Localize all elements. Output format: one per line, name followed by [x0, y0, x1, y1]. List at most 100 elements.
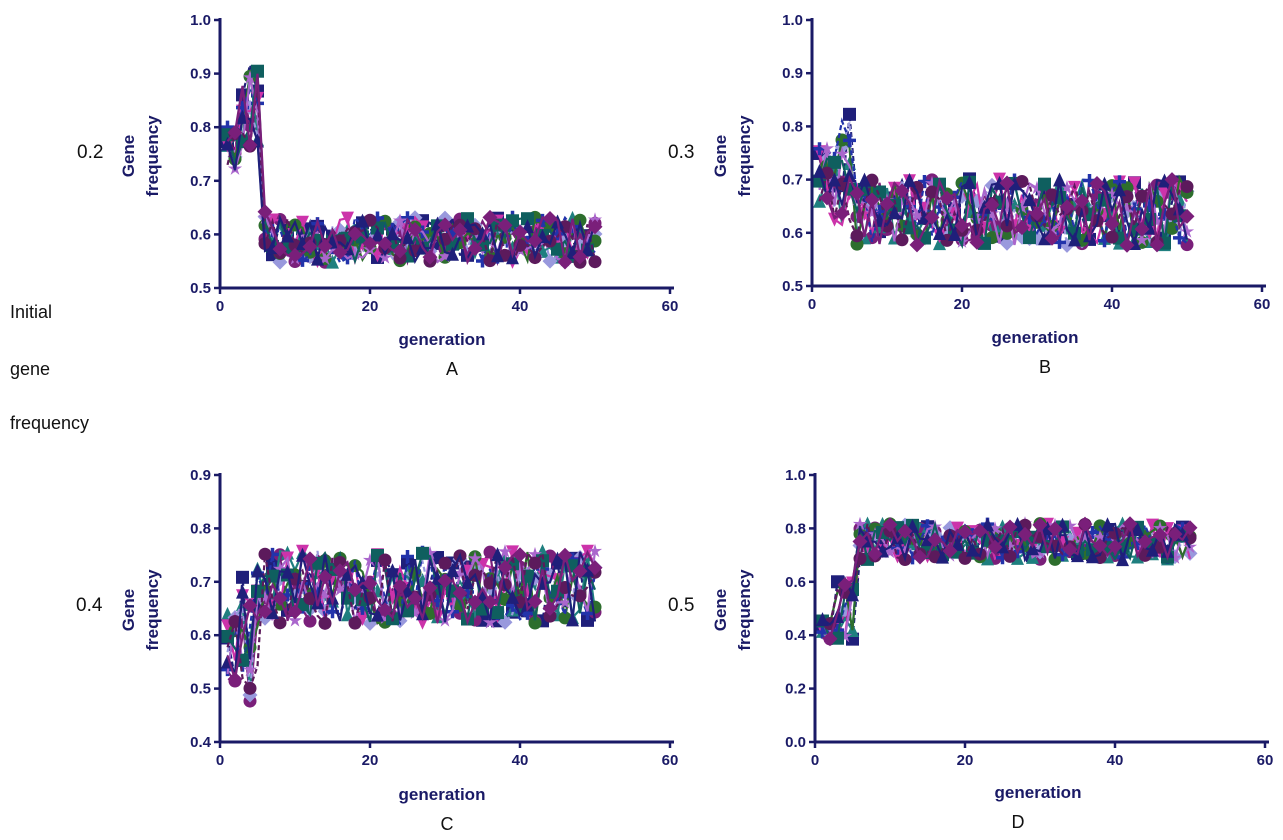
- x-tick-label: 40: [1107, 752, 1124, 769]
- data-point: [873, 185, 886, 199]
- data-point: [864, 205, 880, 219]
- data-point: [371, 607, 384, 622]
- data-point: [332, 582, 348, 596]
- data-point: [1158, 173, 1171, 188]
- data-point: [993, 175, 1006, 190]
- data-point: [828, 155, 841, 169]
- data-point: [281, 564, 294, 579]
- data-point: [987, 521, 1003, 535]
- data-point: [1179, 208, 1195, 224]
- data-point: [828, 172, 841, 187]
- data-point: [984, 197, 1000, 213]
- data-point: [401, 550, 414, 564]
- data-point: [257, 204, 273, 220]
- data-point: [467, 551, 483, 565]
- panel-letter: B: [1039, 357, 1051, 377]
- data-point: [1002, 538, 1018, 553]
- y-axis-title-line-1: Gene: [119, 589, 138, 632]
- data-point: [452, 565, 468, 580]
- y-tick-label: 1.0: [782, 12, 803, 29]
- data-point: [437, 573, 453, 589]
- data-point: [1014, 200, 1030, 214]
- y-axis-title-line-1: Gene: [711, 589, 730, 632]
- data-point: [296, 253, 309, 267]
- data-point: [909, 207, 925, 222]
- data-point: [512, 224, 528, 240]
- data-point: [879, 196, 895, 212]
- data-point: [849, 185, 865, 201]
- data-point: [497, 217, 513, 233]
- data-point: [1077, 516, 1093, 532]
- data-point: [587, 212, 603, 226]
- data-point: [837, 628, 853, 643]
- data-point: [1165, 221, 1179, 235]
- data-point: [1029, 180, 1045, 195]
- chart-panel-d: 0 20 40 60 0.0 0.2 0.4 0.6 0.8 1.0 generation Gene f…: [711, 467, 1273, 832]
- data-point: [557, 547, 573, 563]
- data-point: [446, 563, 459, 578]
- series-12: [819, 172, 1195, 253]
- y-tick-label: 0.0: [785, 734, 806, 751]
- data-point: [392, 578, 408, 594]
- data-point: [392, 243, 408, 259]
- data-point: [572, 563, 588, 579]
- data-point: [1062, 541, 1078, 557]
- y-axis-title-line-1: Gene: [711, 135, 730, 178]
- data-point: [1023, 231, 1036, 245]
- data-point: [1107, 539, 1123, 555]
- data-point: [1002, 519, 1018, 535]
- data-point: [843, 168, 856, 183]
- data-point: [362, 236, 378, 252]
- data-point: [957, 524, 973, 540]
- data-point: [1062, 518, 1078, 532]
- data-point: [303, 592, 317, 606]
- data-point: [1122, 516, 1138, 532]
- data-point: [1116, 552, 1129, 567]
- data-point: [891, 530, 904, 545]
- x-tick-label: 20: [957, 752, 974, 769]
- data-point: [272, 590, 288, 606]
- data-point: [506, 545, 519, 560]
- data-point: [1074, 193, 1090, 209]
- initial-gene-frequency-line-1: Initial: [10, 302, 53, 322]
- data-point: [557, 595, 573, 609]
- data-point: [347, 226, 363, 242]
- data-point: [506, 589, 519, 604]
- data-point: [558, 611, 572, 625]
- data-point: [341, 211, 354, 226]
- data-point: [867, 546, 883, 562]
- data-point: [266, 605, 279, 620]
- data-point: [1167, 550, 1183, 564]
- data-point: [438, 556, 452, 570]
- y-tick-label: 0.5: [190, 681, 211, 698]
- series-12: [226, 547, 603, 687]
- data-point: [891, 549, 904, 564]
- data-point: [371, 227, 384, 242]
- y-axis-title-line-1: Gene: [119, 135, 138, 178]
- data-point: [903, 172, 916, 187]
- data-point: [341, 607, 354, 622]
- data-point: [497, 544, 513, 558]
- data-point: [834, 205, 850, 221]
- chart-panel-b: 0 20 40 60 0.5 0.6 0.7 0.8 0.9 1.0 generation Gene f…: [711, 12, 1270, 377]
- data-point: [1092, 538, 1108, 554]
- y-tick-label: 0.7: [190, 173, 211, 190]
- data-point: [1146, 542, 1159, 557]
- x-tick-label: 20: [954, 296, 971, 313]
- data-point: [573, 589, 587, 603]
- data-point: [984, 206, 1000, 220]
- series-12: [822, 516, 1198, 647]
- data-point: [1104, 216, 1120, 232]
- data-point: [894, 194, 910, 208]
- data-point: [452, 585, 468, 601]
- data-point: [528, 556, 542, 570]
- plot-area: [816, 516, 1198, 647]
- data-point: [987, 539, 1003, 555]
- data-point: [1105, 230, 1119, 244]
- data-point: [942, 543, 958, 559]
- data-point: [273, 616, 287, 630]
- y-axis-title-line-2: frequency: [735, 569, 754, 651]
- data-point: [909, 237, 925, 253]
- data-point: [572, 249, 588, 265]
- x-tick-label: 0: [216, 298, 224, 315]
